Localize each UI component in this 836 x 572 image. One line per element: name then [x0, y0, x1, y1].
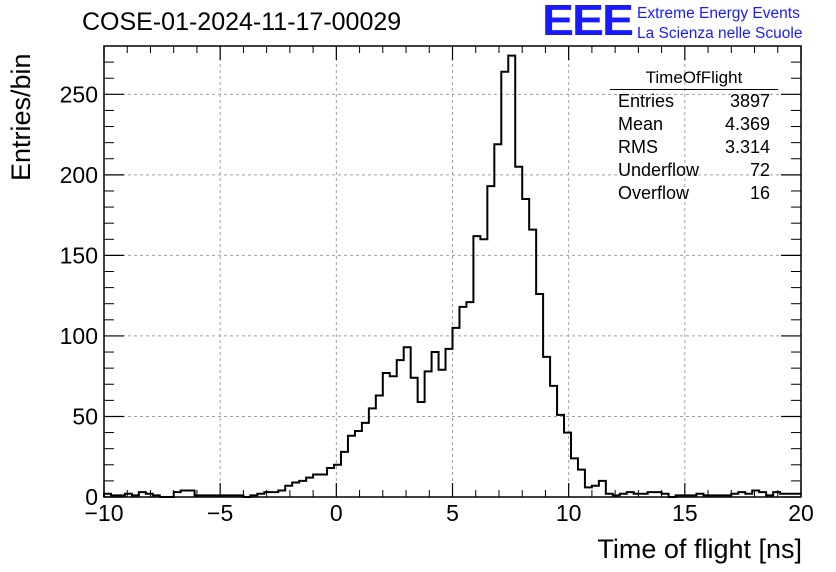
chart-title: COSE-01-2024-11-17-00029	[82, 8, 402, 36]
x-tick-label: −5	[207, 500, 233, 526]
stats-row-underflow: Underflow 72	[610, 159, 778, 182]
stats-row-overflow: Overflow 16	[610, 182, 778, 205]
stats-value: 3.314	[724, 137, 770, 157]
x-axis-label: Time of flight [ns]	[597, 534, 802, 564]
stats-value: 72	[749, 160, 770, 180]
y-tick-label: 50	[72, 403, 98, 429]
stats-value: 4.369	[724, 114, 770, 134]
eee-logo: EEE	[542, 0, 634, 46]
x-tick-label: 20	[788, 500, 814, 526]
stats-value: 3897	[729, 91, 770, 111]
y-tick-label: 100	[60, 323, 98, 349]
stats-label: RMS	[618, 137, 658, 157]
stats-label: Underflow	[618, 160, 700, 180]
stats-label: Overflow	[618, 183, 690, 203]
logo-text-line1: Extreme Energy Events	[637, 5, 800, 22]
logo-text-line2: La Scienza nelle Scuole	[637, 25, 803, 42]
stats-box: TimeOfFlight Entries 3897 Mean 4.369 RMS 3.31…	[610, 68, 778, 205]
stats-title: TimeOfFlight	[610, 68, 778, 90]
stats-row-rms: RMS 3.314	[610, 136, 778, 159]
x-tick-labels: −10 −5 0 5 10 15 20	[84, 500, 813, 526]
y-tick-labels: 0 50 100 150 200 250	[60, 81, 98, 510]
stats-row-entries: Entries 3897	[610, 90, 778, 113]
y-tick-label: 250	[60, 81, 98, 107]
y-axis-label: Entries/bin	[6, 53, 36, 181]
y-tick-label: 200	[60, 162, 98, 188]
y-tick-label: 0	[85, 484, 98, 510]
stats-row-mean: Mean 4.369	[610, 113, 778, 136]
axis-ticks	[103, 46, 802, 498]
stats-label: Entries	[618, 91, 675, 111]
y-tick-label: 150	[60, 242, 98, 268]
x-tick-label: −10	[84, 500, 123, 526]
x-tick-label: 10	[556, 500, 582, 526]
stats-rows: Entries 3897 Mean 4.369 RMS 3.314 Underflow 72 O…	[610, 90, 778, 205]
x-tick-label: 0	[330, 500, 343, 526]
x-tick-label: 15	[672, 500, 698, 526]
x-tick-label: 5	[446, 500, 459, 526]
stats-label: Mean	[618, 114, 664, 134]
stats-value: 16	[749, 183, 770, 203]
